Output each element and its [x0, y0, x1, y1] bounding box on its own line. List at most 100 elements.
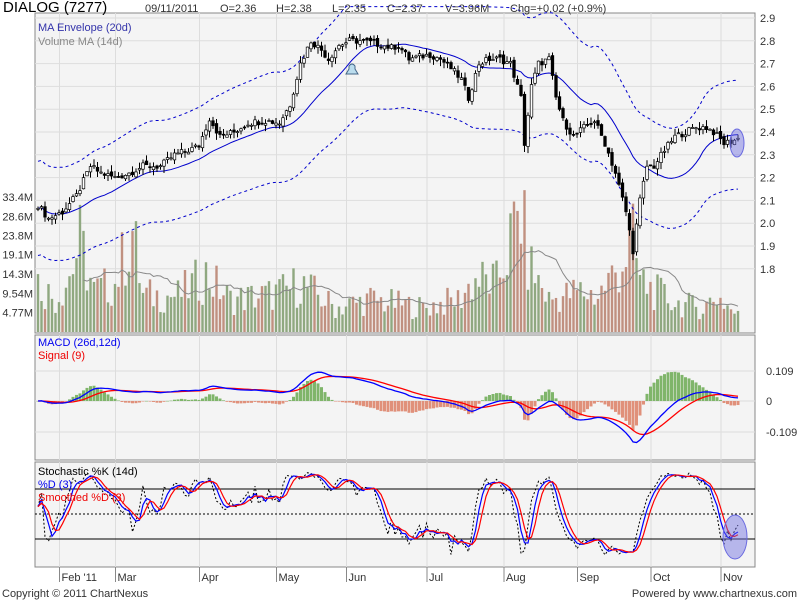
macd-histogram-bar: [582, 401, 586, 413]
volume-bar: [85, 290, 89, 332]
volume-bar: [103, 268, 106, 332]
candle-body: [512, 59, 516, 78]
macd-histogram-bar: [708, 392, 712, 401]
volume-bar: [722, 308, 726, 332]
price-tick-label: 2.9: [760, 13, 775, 25]
volume-bar: [439, 301, 442, 332]
legend-stochastic-d: %D (3): [38, 479, 72, 491]
macd-histogram-bar: [141, 401, 145, 402]
volume-bar: [243, 310, 246, 332]
candle-body: [235, 131, 240, 133]
volume-bar: [533, 283, 537, 332]
candle-body: [120, 175, 124, 179]
stochastic-series: [37, 471, 739, 556]
macd-histogram-bar: [404, 401, 407, 412]
candle-body: [365, 37, 369, 41]
volume-bar: [523, 190, 526, 332]
macd-histogram-bar: [103, 392, 106, 401]
macd-histogram-bar: [99, 389, 103, 401]
legend-ma-envelope: MA Envelope (20d): [38, 22, 132, 34]
macd-histogram-bar: [229, 401, 232, 403]
volume-bar: [551, 299, 554, 332]
volume-bar: [666, 303, 670, 332]
candle-body: [64, 208, 68, 213]
volume-bar: [288, 289, 292, 332]
macd-histogram-bar: [36, 401, 40, 402]
candle-body: [36, 208, 40, 210]
macd-histogram-bar: [540, 395, 544, 401]
volume-bar: [593, 304, 596, 332]
candle-body: [414, 55, 418, 58]
candle-body: [333, 50, 338, 59]
candle-body: [725, 139, 730, 145]
volume-bar: [453, 306, 456, 332]
candle-body: [277, 123, 282, 126]
volume-bar: [344, 306, 348, 332]
macd-histogram-bar: [365, 401, 369, 407]
volume-bar: [383, 311, 386, 332]
bell-alert-icon[interactable]: [345, 63, 359, 75]
macd-histogram-bar: [645, 393, 649, 401]
volume-bar: [229, 290, 232, 332]
macd-histogram-bar: [530, 401, 533, 414]
header-high: H=2.38: [276, 3, 312, 15]
volume-bar: [299, 303, 302, 332]
macd-histogram-bar: [631, 401, 635, 431]
candle-body: [424, 53, 429, 57]
volume-bar: [418, 297, 421, 332]
volume-bar: [379, 297, 383, 332]
macd-histogram-bar: [194, 399, 197, 401]
macd-histogram-bar: [75, 394, 78, 401]
candle-body: [39, 206, 44, 209]
macd-histogram-bar: [232, 401, 236, 403]
candle-body: [645, 165, 649, 180]
candle-body: [589, 122, 593, 125]
macd-histogram-bar: [656, 379, 659, 401]
volume-bar: [148, 279, 152, 332]
macd-histogram-bar: [694, 382, 698, 401]
volume-bar: [610, 265, 614, 332]
ma-envelope-lower: [37, 107, 739, 261]
volume-bar: [460, 308, 463, 332]
volume-bar: [435, 313, 439, 332]
price-tick-label: 2.6: [760, 81, 775, 93]
macd-histogram-bar: [390, 401, 393, 412]
macd-histogram-bar: [369, 401, 372, 408]
candle-body: [372, 38, 376, 41]
volume-bar: [407, 296, 411, 332]
candle-body: [358, 40, 362, 45]
macd-histogram-bar: [334, 401, 337, 402]
macd-histogram-bar: [285, 401, 288, 402]
macd-histogram-bar: [460, 401, 463, 410]
volume-bar: [691, 295, 694, 332]
month-label: Nov: [723, 572, 743, 584]
macd-histogram-bar: [638, 401, 642, 416]
volume-bar: [355, 302, 358, 332]
macd-histogram-bar: [355, 401, 358, 405]
macd-histogram-bar: [239, 401, 243, 404]
volume-bar: [505, 275, 509, 332]
macd-histogram-bar: [176, 399, 180, 401]
volume-bar: [624, 267, 628, 332]
volume-bar: [390, 289, 393, 332]
powered-by-link[interactable]: Powered by www.chartnexus.com: [632, 588, 797, 600]
candle-body: [102, 173, 107, 176]
volume-bar: [264, 285, 267, 332]
macd-histogram-bar: [624, 401, 628, 421]
macd-histogram-bar: [379, 401, 383, 412]
candle-body: [407, 52, 411, 61]
volume-bar: [187, 298, 190, 332]
macd-histogram-bar: [600, 401, 603, 403]
macd-histogram-bar: [712, 395, 715, 401]
volume-bar: [715, 304, 719, 332]
candle-body: [578, 127, 583, 133]
macd-histogram-bar: [729, 401, 733, 406]
candle-body: [85, 171, 89, 177]
candle-body: [669, 141, 674, 144]
candle-body: [123, 174, 128, 180]
volume-bar: [218, 299, 222, 332]
volume-bar: [302, 276, 306, 332]
volume-bar: [614, 272, 617, 332]
macd-histogram-bar: [481, 400, 484, 401]
candle-body: [340, 44, 345, 47]
